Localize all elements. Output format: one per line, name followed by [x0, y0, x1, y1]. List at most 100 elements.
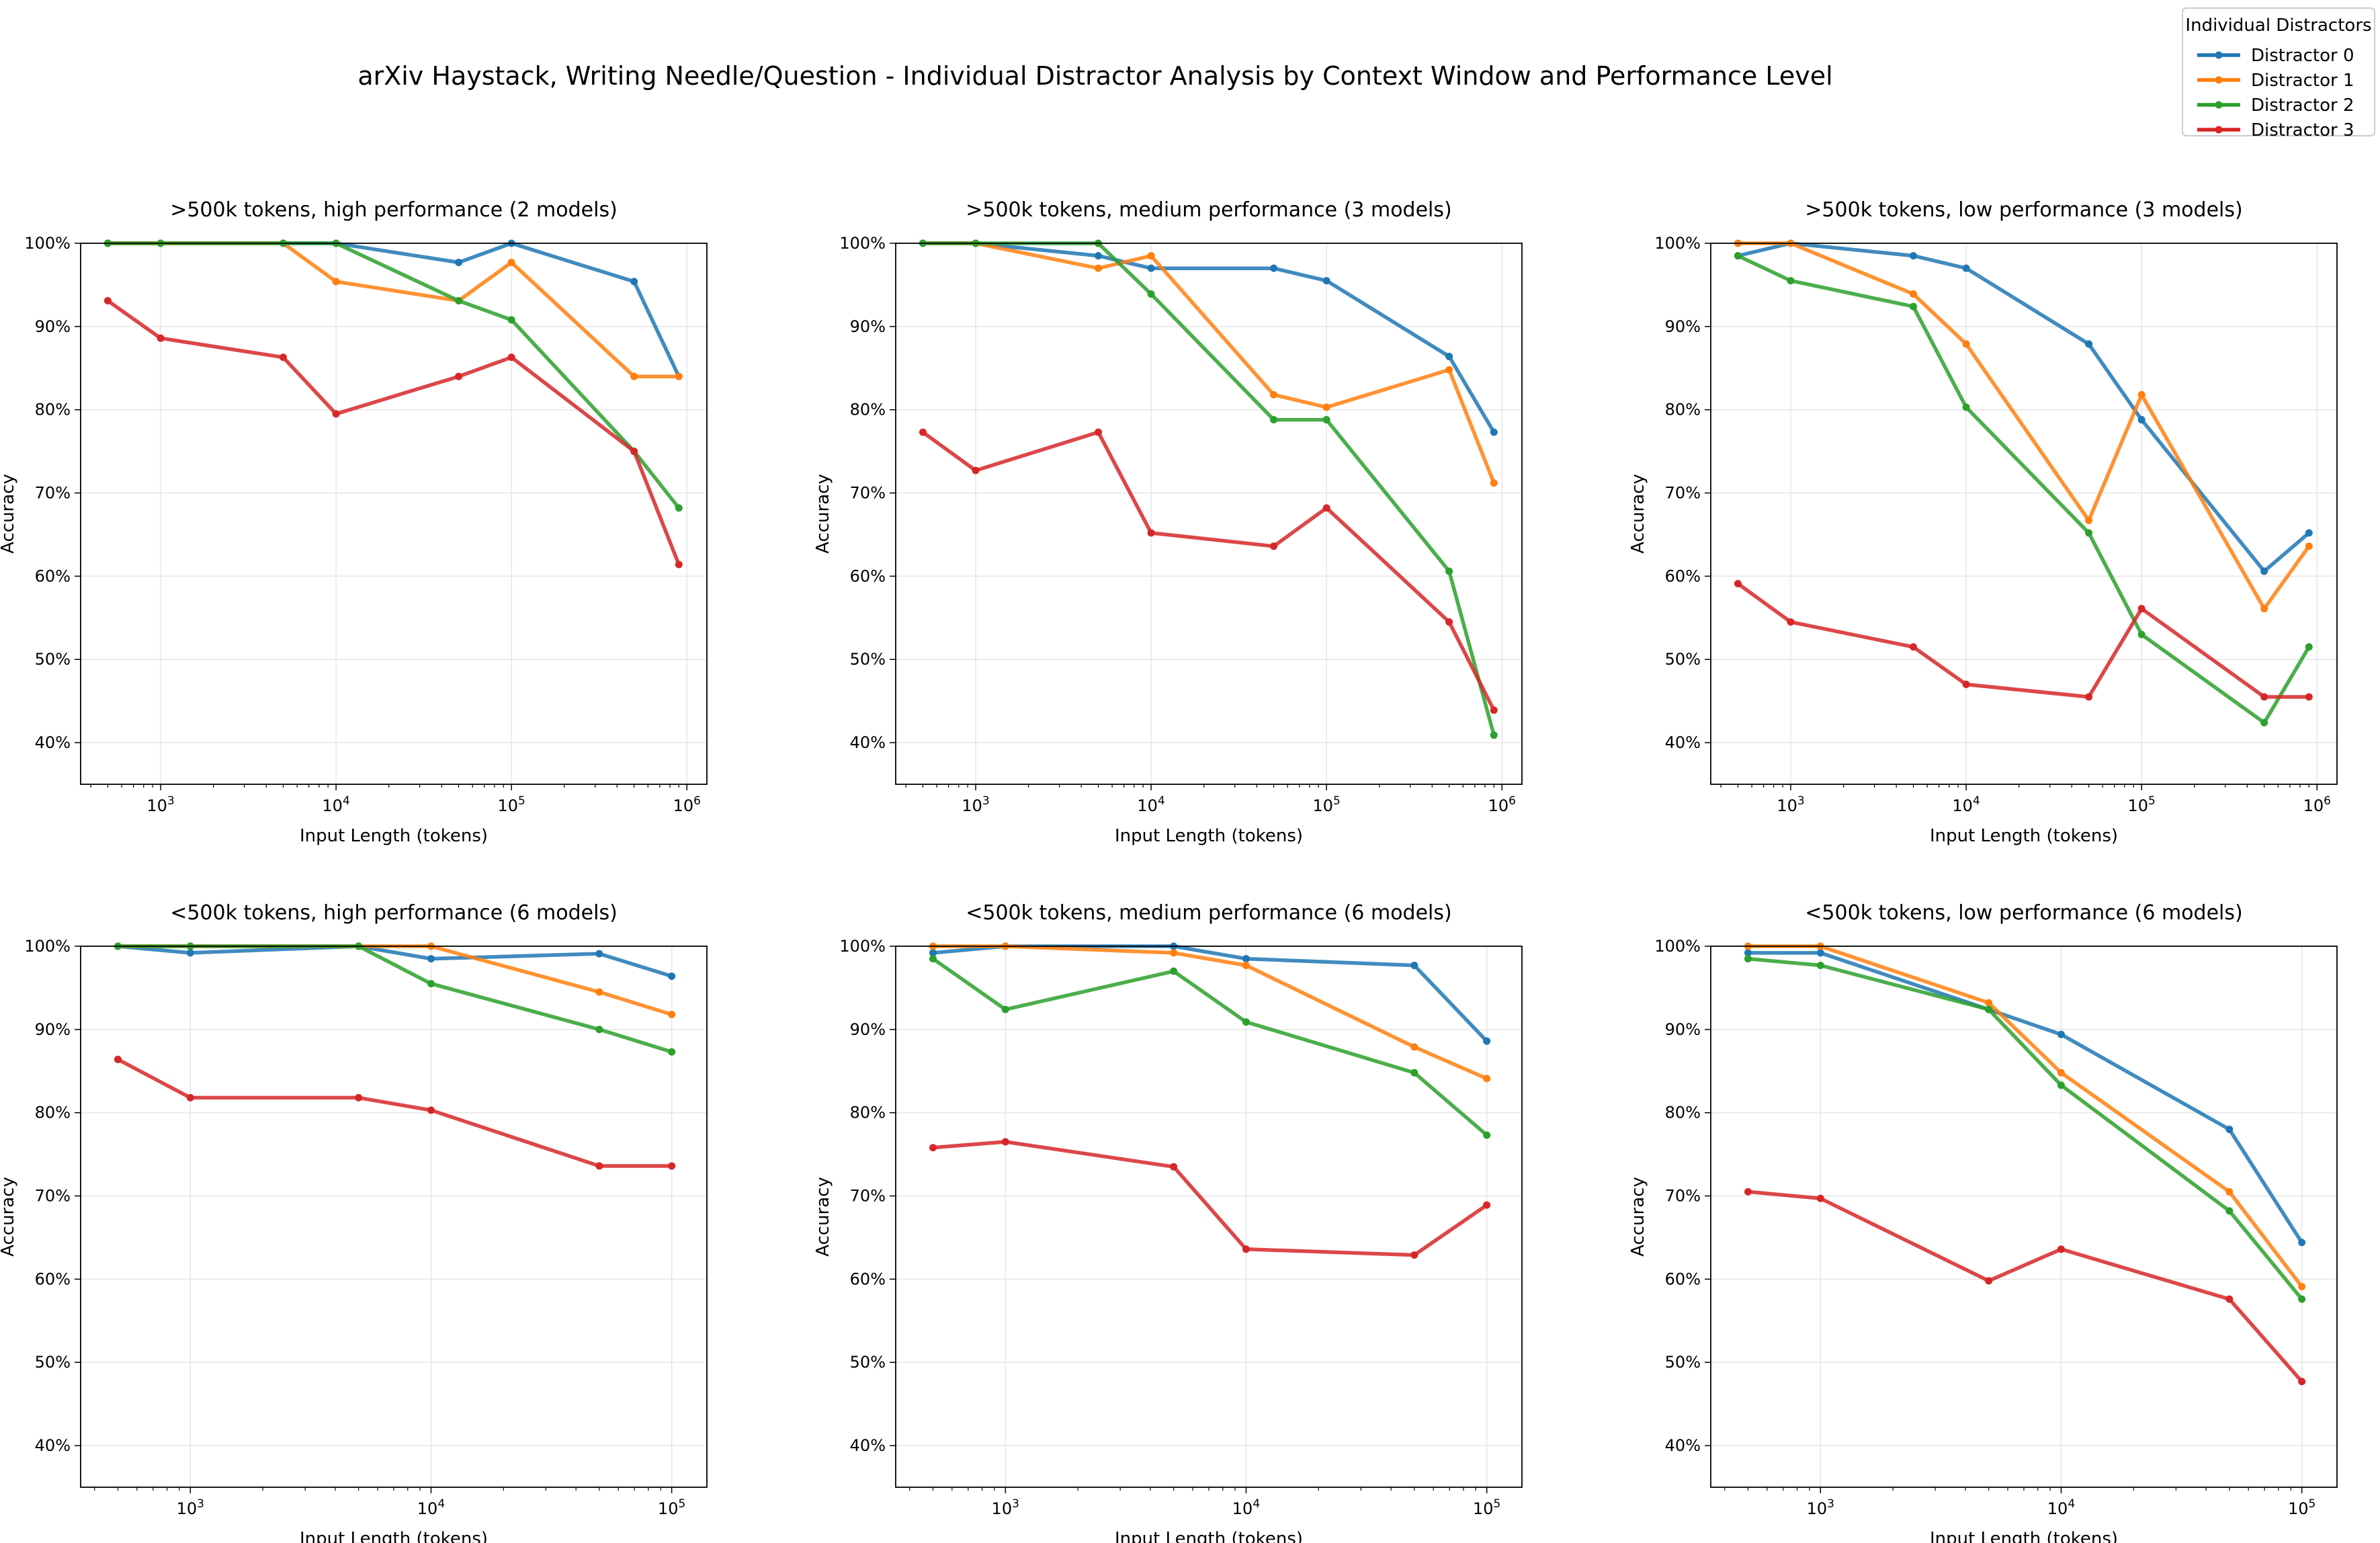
y-tick-label: 100% — [1654, 937, 1701, 956]
y-axis-label: Accuracy — [1628, 1177, 1648, 1257]
data-point — [2225, 1295, 2234, 1303]
y-tick-label: 90% — [1665, 317, 1701, 336]
data-point — [427, 980, 435, 988]
data-point — [1095, 264, 1103, 272]
data-point — [1322, 416, 1330, 424]
data-point — [1410, 1069, 1418, 1077]
data-point — [630, 278, 638, 286]
data-point — [1322, 403, 1330, 411]
series-line — [921, 430, 1496, 712]
series-line — [105, 298, 681, 567]
data-point — [1787, 618, 1795, 626]
x-tick-label: 103 — [992, 1497, 1019, 1518]
x-tick-label: 103 — [177, 1497, 204, 1518]
x-tick-label: 105 — [497, 794, 525, 815]
y-tick-label: 50% — [850, 1353, 886, 1372]
subplot: <500k tokens, medium performance (6 mode… — [813, 901, 1523, 1543]
data-point — [2305, 542, 2313, 550]
subplot: >500k tokens, low performance (3 models)… — [1628, 198, 2338, 846]
data-point — [1985, 1005, 1993, 1013]
plot-frame — [80, 946, 708, 1488]
x-tick-label: 103 — [962, 794, 989, 815]
data-point — [2085, 693, 2093, 701]
y-tick-label: 60% — [1665, 1269, 1701, 1288]
y-axis-label: Accuracy — [813, 474, 833, 554]
subplot-grid: >500k tokens, high performance (2 models… — [0, 198, 2338, 1543]
data-point — [186, 949, 194, 957]
y-axis-label: Accuracy — [0, 474, 18, 554]
data-point — [1490, 428, 1498, 436]
data-point — [2298, 1378, 2306, 1386]
legend-marker — [2215, 101, 2223, 109]
data-point — [1962, 403, 1970, 411]
series-distractor-2 — [1734, 252, 2313, 726]
series-distractor-3 — [114, 1055, 676, 1170]
data-point — [1445, 352, 1453, 360]
data-point — [595, 950, 603, 958]
data-point — [2057, 1081, 2065, 1089]
data-point — [630, 448, 638, 456]
data-point — [2137, 630, 2145, 638]
series-distractor-3 — [103, 296, 683, 569]
legend-label: Distractor 3 — [2251, 120, 2354, 140]
data-point — [2260, 567, 2268, 575]
data-point — [1445, 567, 1453, 575]
subplot: >500k tokens, medium performance (3 mode… — [813, 198, 1523, 846]
data-point — [2298, 1239, 2306, 1247]
data-point — [1816, 961, 1824, 969]
x-tick-label: 103 — [146, 794, 174, 815]
x-axis-label: Input Length (tokens) — [300, 826, 488, 846]
y-tick-label: 50% — [850, 650, 886, 669]
y-tick-label: 70% — [35, 484, 71, 503]
data-point — [1095, 252, 1103, 260]
data-point — [1001, 1005, 1009, 1013]
y-tick-label: 100% — [1654, 234, 1701, 253]
series-line — [1746, 956, 2304, 1301]
y-tick-label: 40% — [850, 733, 886, 752]
data-point — [427, 1106, 435, 1114]
data-point — [355, 1093, 363, 1101]
data-point — [1410, 961, 1418, 969]
subplot-title: >500k tokens, low performance (3 models) — [1805, 198, 2242, 222]
data-point — [1242, 961, 1250, 969]
legend-marker — [2215, 126, 2223, 134]
x-tick-label: 104 — [2047, 1497, 2075, 1518]
data-point — [2260, 605, 2268, 613]
data-point — [2057, 1030, 2065, 1038]
x-tick-label: 104 — [1952, 794, 1980, 815]
plot-frame — [1710, 243, 2338, 785]
legend-entry: Distractor 3 — [2197, 120, 2354, 140]
data-point — [2137, 390, 2145, 399]
y-tick-label: 40% — [850, 1436, 886, 1455]
y-tick-label: 70% — [850, 484, 886, 503]
data-point — [595, 988, 603, 996]
y-axis-label: Accuracy — [1628, 474, 1648, 554]
data-point — [427, 955, 435, 963]
series-line — [1736, 241, 2311, 611]
data-point — [1910, 302, 1918, 310]
data-point — [1147, 529, 1155, 537]
data-point — [114, 1055, 122, 1063]
y-tick-label: 80% — [850, 401, 886, 419]
y-tick-label: 90% — [35, 1020, 71, 1039]
data-point — [2298, 1283, 2306, 1291]
data-point — [1410, 1043, 1418, 1051]
data-point — [1147, 264, 1155, 272]
data-point — [929, 1144, 937, 1152]
legend-label: Distractor 0 — [2251, 46, 2354, 66]
x-tick-label: 105 — [2288, 1497, 2315, 1518]
data-point — [1910, 252, 1918, 260]
data-point — [2137, 416, 2145, 424]
series-line — [921, 241, 1496, 434]
legend-label: Distractor 1 — [2251, 71, 2354, 91]
x-tick-label: 104 — [322, 794, 349, 815]
y-tick-label: 70% — [1665, 1187, 1701, 1206]
data-point — [2225, 1125, 2234, 1133]
x-tick-label: 104 — [417, 1497, 445, 1518]
series-line — [1736, 241, 2311, 573]
x-tick-label: 106 — [2303, 794, 2331, 815]
data-point — [1270, 264, 1278, 272]
data-point — [1962, 340, 1970, 348]
